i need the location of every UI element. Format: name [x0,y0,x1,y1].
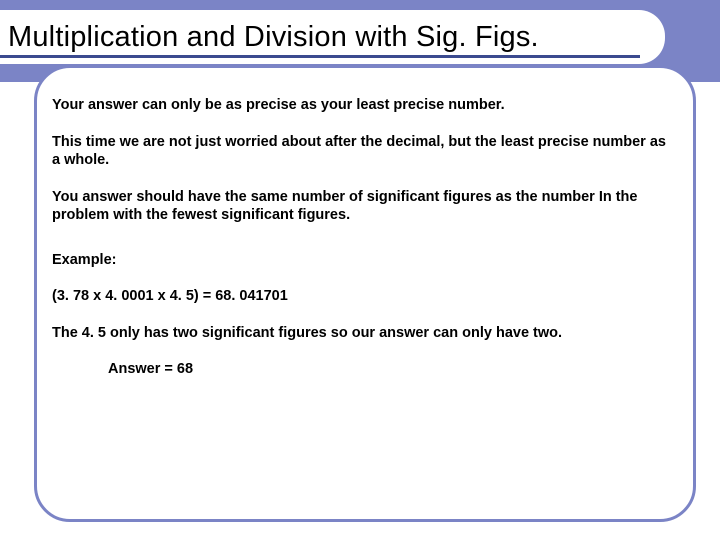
slide-title: Multiplication and Division with Sig. Fi… [8,21,539,54]
paragraph-3: You answer should have the same number o… [52,188,678,225]
example-label: Example: [52,251,678,270]
answer-line: Answer = 68 [108,360,678,379]
slide: Multiplication and Division with Sig. Fi… [0,0,720,540]
example-equation: (3. 78 x 4. 0001 x 4. 5) = 68. 041701 [52,287,678,306]
example-note: The 4. 5 only has two significant figure… [52,324,678,343]
content-area: Your answer can only be as precise as yo… [52,96,678,512]
paragraph-1: Your answer can only be as precise as yo… [52,96,678,115]
paragraph-2: This time we are not just worried about … [52,133,678,170]
title-underline [0,55,640,58]
title-box: Multiplication and Division with Sig. Fi… [0,10,665,64]
